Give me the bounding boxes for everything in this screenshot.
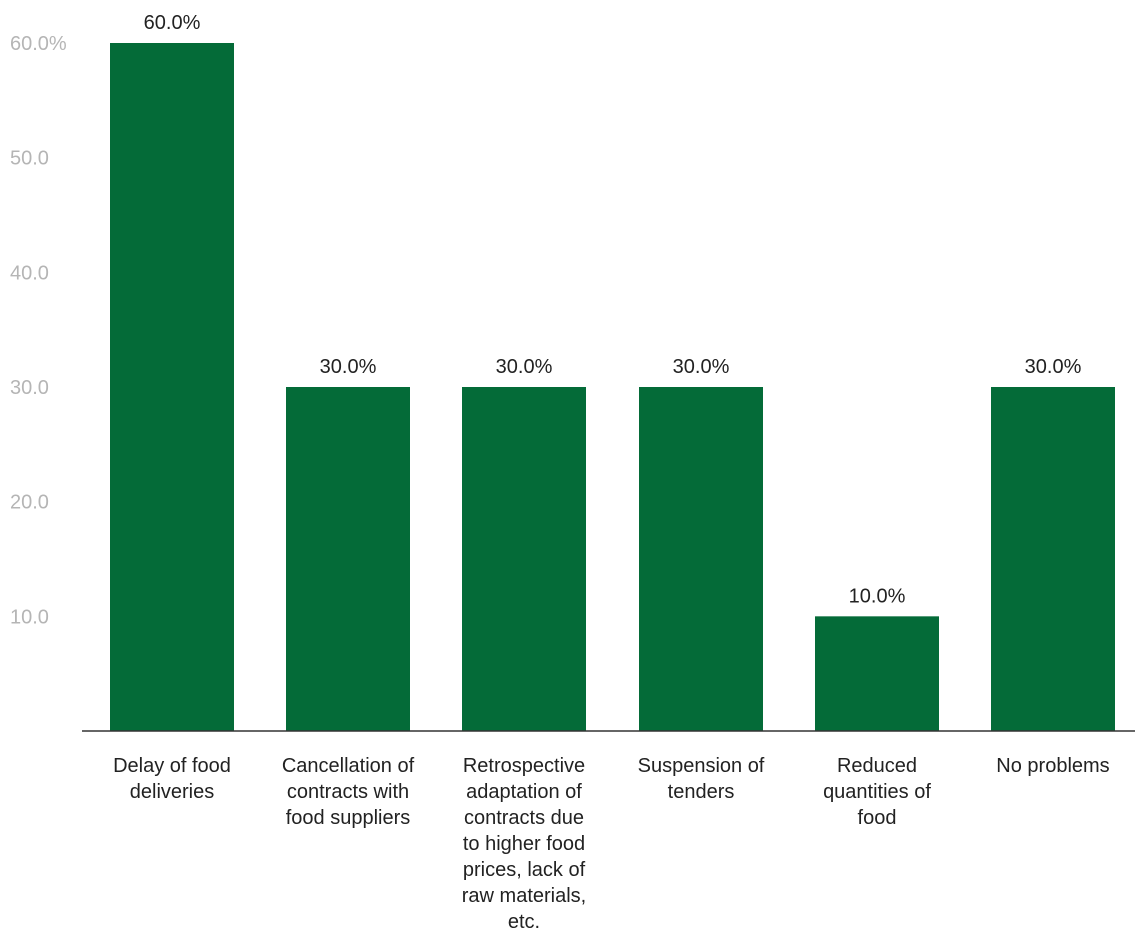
data-labels: 60.0% 30.0% 30.0% 30.0% 10.0% 30.0% — [144, 12, 1082, 607]
bar — [286, 387, 410, 731]
y-tick-label: 10.0 — [10, 606, 49, 628]
bar — [815, 616, 939, 731]
y-tick-label: 20.0 — [10, 492, 49, 514]
x-tick-label-line: Retrospective — [463, 755, 585, 777]
x-tick-label-line: Suspension of — [638, 755, 765, 777]
x-tick-label-line: prices, lack of — [463, 859, 586, 881]
x-tick-label-line: contracts due — [464, 807, 584, 829]
x-tick-label-line: Cancellation of — [282, 755, 415, 777]
x-tick-label: Cancellation of contracts with food suppli… — [282, 755, 415, 829]
data-label: 30.0% — [1025, 356, 1082, 378]
x-tick-label-line: contracts with — [287, 781, 409, 803]
y-tick-label: 60.0% — [10, 33, 67, 55]
bar — [639, 387, 763, 731]
y-tick-label: 50.0 — [10, 148, 49, 170]
x-tick-label-line: Reduced — [837, 755, 917, 777]
x-tick-label: Retrospective adaptation of contracts due t… — [462, 755, 586, 933]
x-axis-labels: Delay of food deliveries Cancellation of co… — [113, 755, 1110, 933]
data-label: 10.0% — [849, 585, 906, 607]
bar — [462, 387, 586, 731]
x-tick-label-line: Delay of food — [113, 755, 231, 777]
bars — [110, 43, 1115, 731]
x-tick-label: Suspension of tenders — [638, 755, 765, 803]
x-tick-label: No problems — [996, 755, 1109, 777]
y-tick-label: 30.0 — [10, 377, 49, 399]
x-tick-label-line: food — [858, 807, 897, 829]
data-label: 30.0% — [496, 356, 553, 378]
x-tick-label-line: quantities of — [823, 781, 931, 803]
data-label: 30.0% — [673, 356, 730, 378]
x-tick-label-line: deliveries — [130, 781, 214, 803]
y-tick-label: 40.0 — [10, 262, 49, 284]
x-tick-label-line: No problems — [996, 755, 1109, 777]
x-tick-label-line: tenders — [668, 781, 735, 803]
data-label: 60.0% — [144, 12, 201, 34]
x-tick-label-line: raw materials, — [462, 885, 586, 907]
x-tick-label-line: food suppliers — [286, 807, 411, 829]
bar — [991, 387, 1115, 731]
x-tick-label-line: etc. — [508, 911, 540, 933]
y-axis-ticks: 10.0 20.0 30.0 40.0 50.0 60.0% — [10, 33, 67, 628]
x-tick-label-line: to higher food — [463, 833, 585, 855]
x-tick-label: Reduced quantities of food — [823, 755, 931, 829]
x-tick-label: Delay of food deliveries — [113, 755, 231, 803]
x-tick-label-line: adaptation of — [466, 781, 582, 803]
bar — [110, 43, 234, 731]
data-label: 30.0% — [320, 356, 377, 378]
